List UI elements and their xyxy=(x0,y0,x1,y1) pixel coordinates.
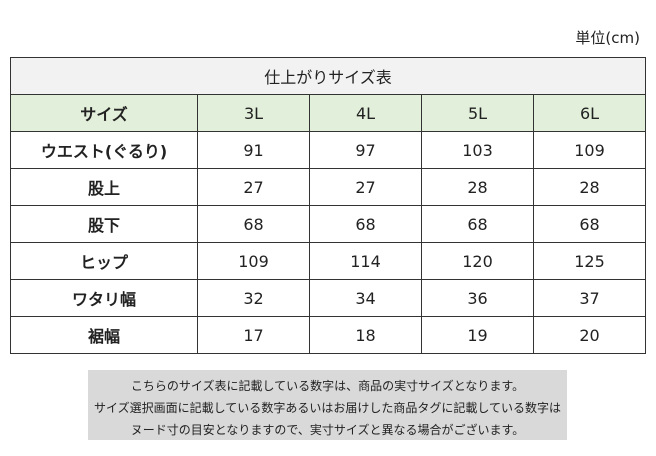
row-label: 股下 xyxy=(10,205,198,243)
table-row: 裾幅 17 18 19 20 xyxy=(10,316,646,354)
row-label: ワタリ幅 xyxy=(10,279,198,317)
cell: 17 xyxy=(197,316,310,354)
cell: 20 xyxy=(533,316,646,354)
table-row: ウエスト(ぐるり) 91 97 103 109 xyxy=(10,131,646,169)
cell: 120 xyxy=(421,242,534,280)
cell: 109 xyxy=(533,131,646,169)
cell: 27 xyxy=(197,168,310,206)
row-label: ウエスト(ぐるり) xyxy=(10,131,198,169)
table-row: ワタリ幅 32 34 36 37 xyxy=(10,279,646,317)
row-label: ヒップ xyxy=(10,242,198,280)
cell: 19 xyxy=(421,316,534,354)
note-box: こちらのサイズ表に記載している数字は、商品の実寸サイズとなります。サイズ選択画面… xyxy=(88,370,567,440)
cell: 32 xyxy=(197,279,310,317)
row-label: 裾幅 xyxy=(10,316,198,354)
header-cell: サイズ xyxy=(10,94,198,132)
note-line: サイズ選択画面に記載している数字あるいはお届けした商品タグに記載している数字は xyxy=(94,401,561,415)
note-line: こちらのサイズ表に記載している数字は、商品の実寸サイズとなります。 xyxy=(130,379,525,393)
cell: 114 xyxy=(309,242,422,280)
cell: 28 xyxy=(533,168,646,206)
cell: 28 xyxy=(421,168,534,206)
cell: 68 xyxy=(421,205,534,243)
size-table: 仕上がりサイズ表 サイズ 3L 4L 5L 6L ウエスト(ぐるり) 91 97 103 109 股上… xyxy=(10,57,646,354)
header-cell: 5L xyxy=(421,94,534,132)
table-row: 股下 68 68 68 68 xyxy=(10,205,646,243)
table-title: 仕上がりサイズ表 xyxy=(10,57,646,95)
header-cell: 6L xyxy=(533,94,646,132)
cell: 109 xyxy=(197,242,310,280)
note-line: ヌード寸の目安となりますので、実寸サイズと異なる場合がございます。 xyxy=(130,423,525,437)
cell: 125 xyxy=(533,242,646,280)
cell: 27 xyxy=(309,168,422,206)
cell: 36 xyxy=(421,279,534,317)
cell: 103 xyxy=(421,131,534,169)
header-cell: 4L xyxy=(309,94,422,132)
header-row: サイズ 3L 4L 5L 6L xyxy=(10,94,646,132)
table-row: ヒップ 109 114 120 125 xyxy=(10,242,646,280)
cell: 68 xyxy=(533,205,646,243)
cell: 91 xyxy=(197,131,310,169)
cell: 37 xyxy=(533,279,646,317)
cell: 68 xyxy=(197,205,310,243)
cell: 68 xyxy=(309,205,422,243)
cell: 34 xyxy=(309,279,422,317)
row-label: 股上 xyxy=(10,168,198,206)
header-cell: 3L xyxy=(197,94,310,132)
table-row: 股上 27 27 28 28 xyxy=(10,168,646,206)
unit-label: 単位(cm) xyxy=(575,29,640,47)
cell: 97 xyxy=(309,131,422,169)
title-row: 仕上がりサイズ表 xyxy=(10,57,646,95)
cell: 18 xyxy=(309,316,422,354)
